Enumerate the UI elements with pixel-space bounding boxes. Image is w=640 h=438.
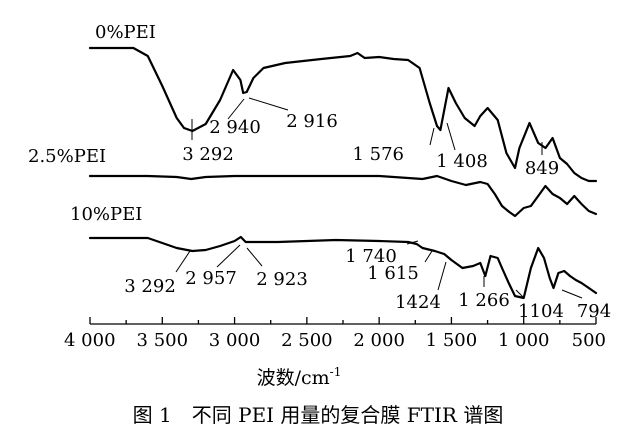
peak-label: 3 292	[182, 144, 234, 165]
peak-label: 2 957	[185, 268, 237, 289]
peak-label: 1 576	[352, 144, 404, 165]
peak-leader-line	[248, 97, 289, 111]
series-label: 0%PEI	[95, 22, 156, 43]
x-tick-label: 4 000	[64, 330, 116, 351]
spectrum-25pei	[88, 174, 598, 218]
x-axis: 4 000 3 500 3 000 2 500 2 000 1 500 1 000 500	[64, 317, 606, 351]
peak-label: 2 916	[286, 111, 338, 132]
peak-label: 1 266	[458, 290, 510, 311]
peak-label: 3 292	[124, 276, 176, 297]
peak-leader-line	[216, 244, 241, 268]
spectrum-0pei	[88, 46, 598, 183]
peak-leader-line	[437, 261, 447, 291]
peak-leader-line	[406, 240, 419, 245]
series-label: 10%PEI	[70, 204, 142, 225]
x-axis-title: 波数/cm-1	[257, 365, 342, 389]
peak-label: 2 923	[256, 269, 308, 290]
peak-label: 2 940	[209, 117, 261, 138]
peak-leader-line	[424, 250, 433, 263]
peak-label: 1424	[395, 292, 441, 313]
peak-leader-line	[429, 127, 435, 146]
peak-label: 794	[577, 301, 611, 322]
peak-leader-line	[227, 98, 245, 120]
peak-leader-line	[246, 247, 263, 267]
series-labels-group: 0%PEI 2.5%PEI 10%PEI	[28, 22, 156, 225]
peak-label: 1 740	[345, 246, 397, 267]
x-axis-ticks: 4 000 3 500 3 000 2 500 2 000 1 500 1 000 500	[64, 317, 606, 351]
series-label: 2.5%PEI	[28, 146, 106, 167]
figure-caption: 图 1 不同 PEI 用量的复合膜 FTIR 谱图	[133, 403, 504, 427]
peak-leader-line	[175, 250, 191, 273]
peak-label: 1 615	[367, 263, 419, 284]
peak-label: 1104	[518, 301, 564, 322]
x-tick-label: 500	[572, 330, 606, 351]
peak-leader-line	[561, 289, 583, 299]
x-axis-title-superscript: -1	[330, 365, 342, 379]
x-tick-label: 1 000	[498, 330, 550, 351]
x-tick-label: 3 000	[209, 330, 261, 351]
x-tick-label: 3 500	[137, 330, 189, 351]
peak-leader-line	[446, 122, 456, 151]
x-tick-label: 2 500	[281, 330, 333, 351]
peak-label: 1 408	[436, 151, 488, 172]
peak-leader-line	[515, 289, 525, 299]
x-tick-label: 1 500	[426, 330, 478, 351]
peak-label: 849	[525, 158, 559, 179]
spectra-group	[88, 46, 598, 300]
x-tick-label: 2 000	[353, 330, 405, 351]
spectrum-10pei	[88, 235, 598, 300]
peak-annotations-group: 3 292 2 940 2 916 1 576 1 408 849 3 292 2 957 2 …	[124, 97, 611, 322]
